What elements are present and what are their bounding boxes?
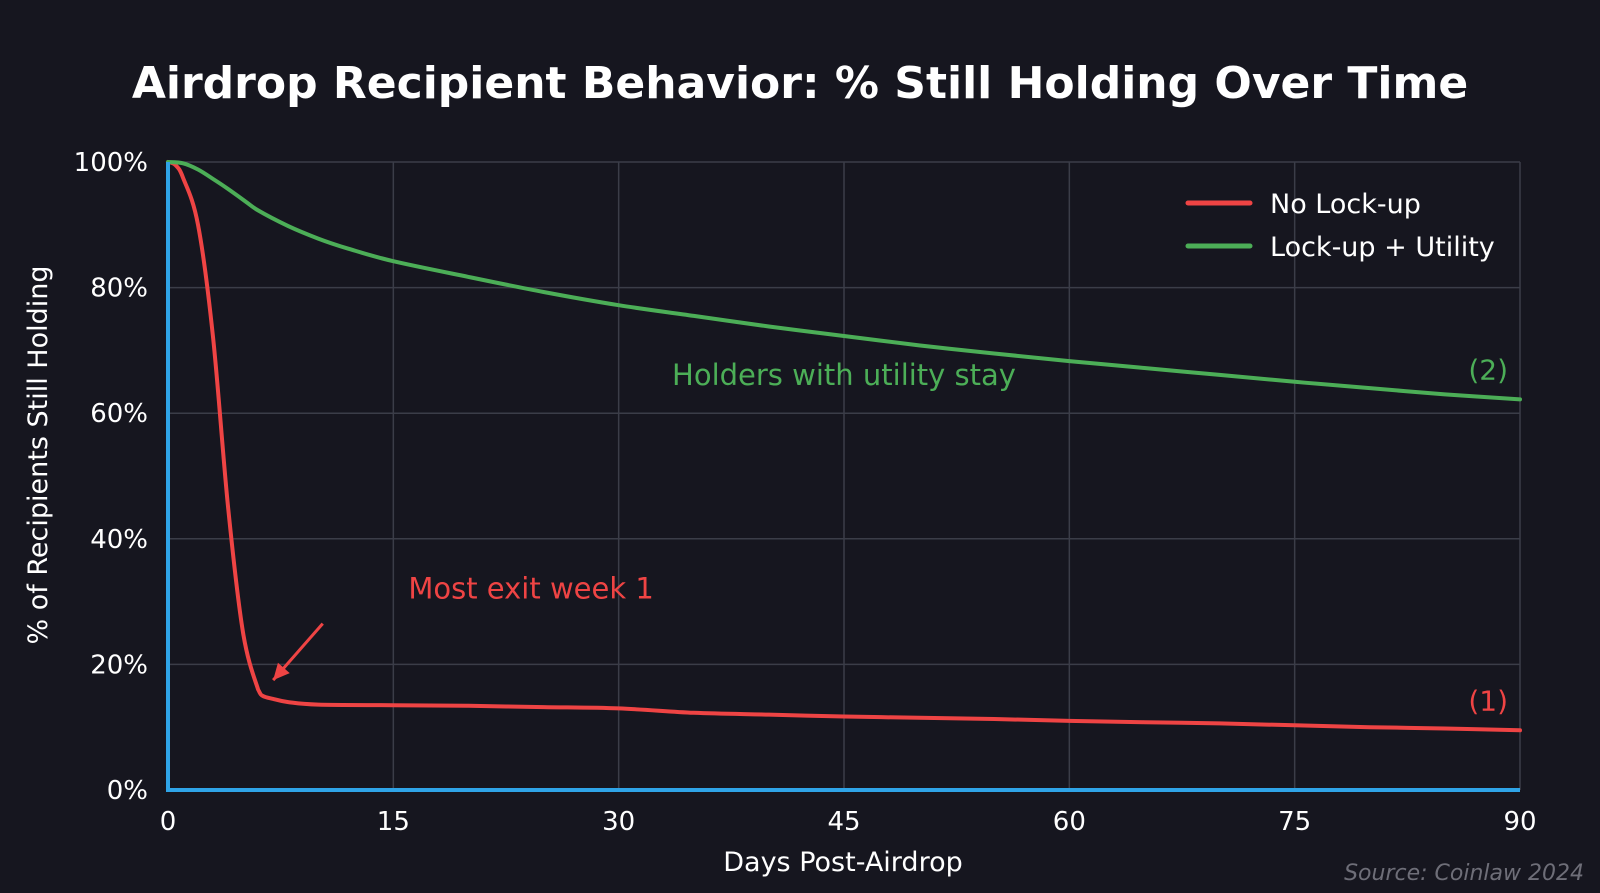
annotation-text-1: Holders with utility stay (672, 358, 1016, 392)
y-tick-label-0: 0% (107, 776, 148, 806)
x-tick-label-0: 0 (160, 807, 177, 837)
y-axis-label: % of Recipients Still Holding (23, 266, 54, 645)
legend-label-1: Lock-up + Utility (1270, 232, 1495, 263)
source-note: Source: Coinlaw 2024 (1344, 861, 1584, 886)
grid (167, 161, 1521, 791)
axes (166, 162, 1520, 792)
legend: No Lock-up Lock-up + Utility (1185, 189, 1495, 263)
y-tick-label-4: 80% (90, 274, 148, 304)
y-tick-label-2: 40% (90, 525, 148, 555)
y-tick-label-5: 100% (74, 148, 148, 178)
series-line-0 (166, 160, 1522, 733)
y-tick-label-3: 60% (90, 399, 148, 429)
series-layer (166, 160, 1522, 733)
annotation-text-0: Most exit week 1 (408, 571, 653, 605)
x-tick-label-5: 75 (1278, 807, 1311, 837)
annotations: Most exit week 1 Holders with utility sta… (272, 358, 1016, 682)
series-end-label-0: (1) (1468, 684, 1508, 717)
x-tick-label-2: 30 (602, 807, 635, 837)
x-tick-label-4: 60 (1053, 807, 1086, 837)
x-axis-label: Days Post-Airdrop (723, 847, 963, 878)
series-line-1 (166, 160, 1522, 402)
x-tick-label-1: 15 (377, 807, 410, 837)
legend-label-0: No Lock-up (1270, 189, 1421, 220)
series-end-label-1: (2) (1468, 353, 1508, 386)
tick-labels: 0 15 30 45 60 75 90 0% 20% 40% 60% 80% 100% (74, 148, 1537, 837)
end-labels: (1) (2) (1468, 353, 1508, 717)
x-tick-label-3: 45 (827, 807, 860, 837)
y-tick-label-1: 20% (90, 650, 148, 680)
annotation-arrow-head-0 (273, 662, 290, 681)
x-tick-label-6: 90 (1503, 807, 1536, 837)
chart-title: Airdrop Recipient Behavior: % Still Hold… (132, 58, 1468, 109)
